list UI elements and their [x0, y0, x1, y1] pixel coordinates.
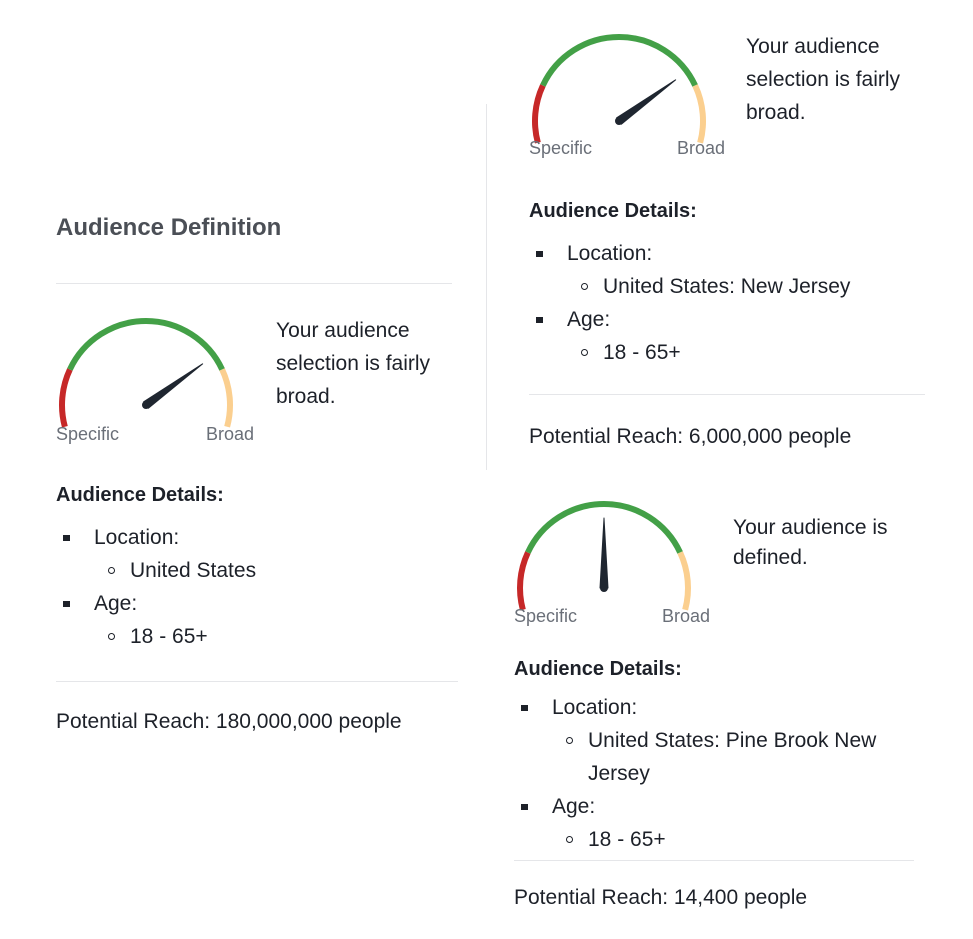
gauge-label-broad: Broad [662, 606, 711, 626]
gauge-arc-mid [67, 318, 225, 371]
detail-label-age: Age: [567, 308, 611, 331]
divider [514, 860, 914, 861]
list-item: Age: 18 - 65+ [56, 587, 456, 653]
detail-label-location: Location: [94, 526, 180, 549]
list-item: Age: 18 - 65+ [514, 790, 914, 856]
divider [56, 283, 452, 284]
list-item: 18 - 65+ [552, 823, 914, 856]
potential-reach: Potential Reach: 180,000,000 people [56, 710, 402, 733]
page-title: Audience Definition [56, 214, 282, 241]
detail-value-location: United States: New Jersey [603, 275, 851, 298]
gauge-arc-specific [517, 551, 531, 611]
gauge-needle-hub [615, 117, 623, 125]
audience-size-gauge: Specific Broad [529, 26, 729, 166]
audience-verdict: Your audience is defined. [733, 516, 888, 569]
list-item: 18 - 65+ [94, 620, 456, 653]
gauge-graphic [59, 318, 233, 428]
gauge-label-specific: Specific [514, 606, 578, 626]
divider [56, 681, 458, 682]
detail-value-location: United States: Pine Brook New Jersey [588, 729, 877, 785]
gauge-label-specific: Specific [529, 138, 593, 158]
gauge-arc-broad [219, 368, 233, 428]
list-item: Location: United States: New Jersey [529, 237, 949, 303]
gauge-label-broad: Broad [677, 138, 726, 158]
list-item: United States: New Jersey [567, 270, 949, 303]
audience-verdict: Your audience selection is fairly broad. [746, 35, 901, 124]
audience-details-heading: Audience Details: [529, 200, 697, 222]
gauge-arc-broad [677, 551, 691, 611]
vertical-divider [486, 104, 487, 470]
detail-value-age: 18 - 65+ [130, 625, 208, 648]
gauge-needle-hub [142, 401, 150, 409]
list-item: Location: United States [56, 521, 456, 587]
list-item: Location: United States: Pine Brook New … [514, 691, 914, 790]
list-item: United States [94, 554, 456, 587]
gauge-label-broad: Broad [206, 424, 255, 444]
detail-label-age: Age: [552, 795, 596, 818]
gauge-arc-specific [59, 368, 73, 428]
detail-value-age: 18 - 65+ [588, 828, 666, 851]
list-item: Age: 18 - 65+ [529, 303, 949, 369]
detail-label-location: Location: [552, 696, 638, 719]
list-item: 18 - 65+ [567, 336, 949, 369]
detail-label-location: Location: [567, 242, 653, 265]
potential-reach: Potential Reach: 6,000,000 people [529, 425, 852, 448]
gauge-graphic [532, 34, 706, 144]
detail-label-age: Age: [94, 592, 138, 615]
gauge-arc-mid [540, 34, 698, 87]
gauge-needle-hub [600, 584, 608, 592]
audience-details-list: Location: United States Age: 18 - 65+ [56, 521, 456, 653]
divider [529, 394, 925, 395]
gauge-needle [599, 517, 609, 589]
gauge-arc-mid [525, 501, 683, 554]
gauge-needle [143, 363, 204, 409]
gauge-needle [616, 79, 677, 125]
audience-details-heading: Audience Details: [514, 658, 682, 680]
audience-verdict: Your audience selection is fairly broad. [276, 319, 431, 408]
audience-details-list: Location: United States: New Jersey Age:… [529, 237, 949, 369]
potential-reach: Potential Reach: 14,400 people [514, 886, 808, 909]
gauge-label-specific: Specific [56, 424, 120, 444]
audience-size-gauge: Specific Broad [514, 493, 714, 633]
list-item: United States: Pine Brook New Jersey [552, 724, 914, 790]
audience-details-list: Location: United States: Pine Brook New … [514, 691, 914, 856]
audience-size-gauge: Specific Broad [56, 310, 256, 450]
audience-details-heading: Audience Details: [56, 484, 224, 506]
gauge-arc-broad [692, 84, 706, 144]
detail-value-location: United States [130, 559, 257, 582]
gauge-arc-specific [532, 84, 546, 144]
detail-value-age: 18 - 65+ [603, 341, 681, 364]
gauge-graphic [517, 501, 691, 611]
